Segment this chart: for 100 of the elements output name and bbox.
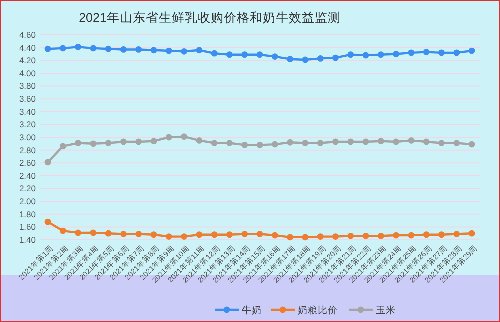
point xyxy=(166,48,172,54)
point xyxy=(105,46,112,52)
y-tick-label: 3.40 xyxy=(19,106,36,117)
point xyxy=(181,234,188,240)
point xyxy=(44,46,52,52)
point xyxy=(332,234,339,240)
point xyxy=(150,232,158,238)
point xyxy=(90,230,97,236)
y-tick-label: 4.60 xyxy=(19,30,36,40)
point xyxy=(393,51,400,58)
point xyxy=(287,56,294,63)
point xyxy=(150,47,158,54)
point xyxy=(454,50,460,56)
point xyxy=(75,230,82,236)
point xyxy=(136,46,142,53)
point xyxy=(302,140,309,146)
point xyxy=(166,234,172,240)
point xyxy=(120,231,127,238)
y-tick-label: 2.40 xyxy=(19,170,36,181)
point xyxy=(378,232,384,240)
point xyxy=(120,138,127,146)
y-tick-label: 4.20 xyxy=(19,56,36,66)
point xyxy=(454,140,460,146)
point xyxy=(287,139,294,146)
y-tick-label: 4.40 xyxy=(19,42,36,53)
point xyxy=(438,50,445,56)
point xyxy=(408,50,415,56)
point xyxy=(362,138,370,146)
point xyxy=(317,56,324,62)
point xyxy=(242,142,248,148)
point xyxy=(348,138,354,146)
point xyxy=(90,45,97,52)
point xyxy=(362,52,370,59)
point xyxy=(393,232,400,239)
y-tick-label: 3.60 xyxy=(19,94,36,104)
point xyxy=(60,143,66,150)
point xyxy=(408,232,415,239)
y-tick-label: 1.60 xyxy=(19,222,36,232)
point xyxy=(196,232,203,238)
point xyxy=(136,138,142,146)
legend-label: 牛奶 xyxy=(242,304,262,316)
point xyxy=(468,230,476,237)
legend-label: 玉米 xyxy=(376,304,396,316)
point xyxy=(317,140,324,146)
point xyxy=(105,230,112,237)
chart-title: 2021年山东省生鲜乳收购价格和奶牛效益监测 xyxy=(79,11,341,25)
point xyxy=(44,218,52,226)
point xyxy=(75,140,82,146)
point xyxy=(272,141,278,148)
y-tick-label: 3.20 xyxy=(19,120,36,130)
point xyxy=(44,159,52,166)
point xyxy=(105,140,112,146)
point xyxy=(332,138,339,146)
y-tick-label: 2.20 xyxy=(19,184,36,194)
point xyxy=(454,231,460,238)
point xyxy=(226,140,233,146)
y-tick-label: 4.00 xyxy=(19,68,36,78)
point xyxy=(242,231,248,238)
point xyxy=(242,52,248,58)
point xyxy=(75,44,82,50)
point xyxy=(226,232,233,238)
y-tick-label: 3.80 xyxy=(19,81,36,92)
point xyxy=(196,47,203,54)
legend-label: 奶粮比价 xyxy=(298,304,338,316)
point xyxy=(348,52,354,58)
point xyxy=(408,138,415,144)
point xyxy=(378,52,384,58)
point xyxy=(468,48,476,54)
point xyxy=(302,56,309,64)
y-tick-label: 2.80 xyxy=(19,145,36,156)
point xyxy=(272,54,278,60)
point xyxy=(211,140,218,146)
point xyxy=(393,138,400,146)
point xyxy=(378,138,384,145)
y-tick-label: 2.00 xyxy=(19,196,36,207)
point xyxy=(438,140,445,146)
y-tick-label: 3.00 xyxy=(19,132,36,142)
point xyxy=(181,134,188,140)
point xyxy=(211,50,218,57)
point xyxy=(256,52,264,58)
point xyxy=(423,49,430,56)
point xyxy=(438,232,445,238)
point xyxy=(287,234,294,241)
point xyxy=(211,232,218,238)
point xyxy=(256,142,264,148)
point xyxy=(348,232,354,240)
point xyxy=(302,234,309,241)
point xyxy=(272,232,278,239)
point xyxy=(256,231,264,238)
point xyxy=(468,141,476,148)
point xyxy=(423,232,430,238)
point xyxy=(136,231,142,238)
point xyxy=(90,140,97,148)
point xyxy=(226,52,233,58)
y-tick-label: 1.80 xyxy=(19,209,36,220)
point xyxy=(362,232,370,240)
point xyxy=(317,234,324,240)
point xyxy=(196,138,203,144)
point xyxy=(150,138,158,145)
point xyxy=(60,228,66,234)
